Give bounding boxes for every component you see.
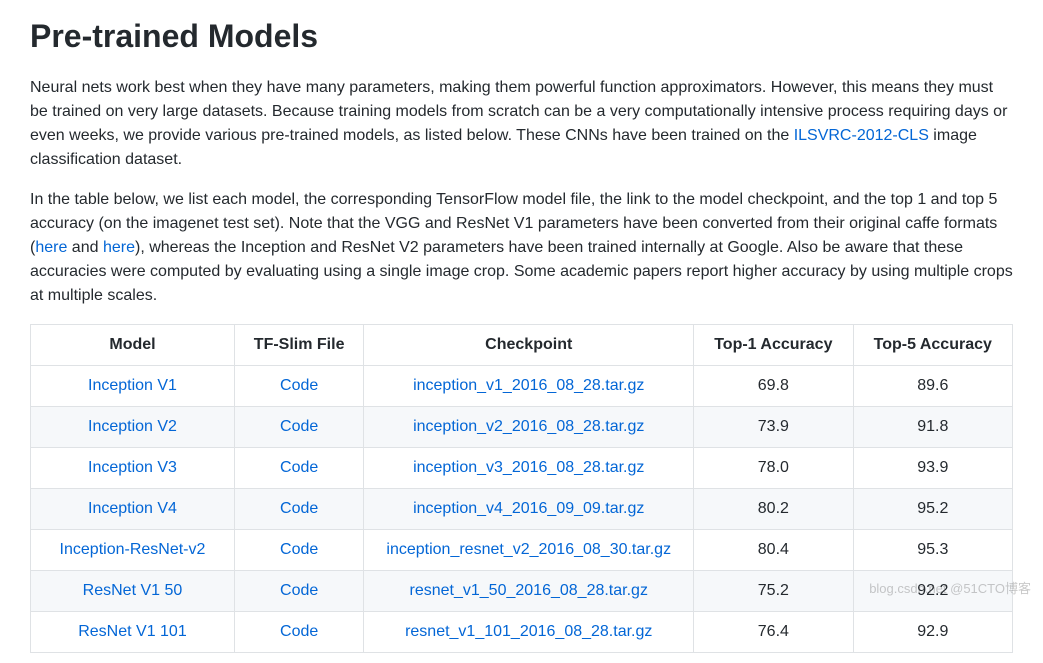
- top5-cell: 92.9: [853, 612, 1012, 653]
- table-row: ResNet V1 101 Code resnet_v1_101_2016_08_2…: [31, 612, 1013, 653]
- checkpoint-link[interactable]: inception_v2_2016_08_28.tar.gz: [413, 418, 644, 435]
- col-header-checkpoint: Checkpoint: [364, 325, 694, 366]
- table-row: Inception-ResNet-v2 Code inception_resnet_…: [31, 530, 1013, 571]
- intro-paragraph-2: In the table below, we list each model, …: [30, 188, 1013, 308]
- table-row: Inception V4 Code inception_v4_2016_09_09.…: [31, 489, 1013, 530]
- here-link-1[interactable]: here: [35, 239, 67, 256]
- code-link[interactable]: Code: [280, 500, 318, 517]
- model-link[interactable]: Inception V1: [88, 377, 177, 394]
- top1-cell: 73.9: [694, 407, 853, 448]
- checkpoint-link[interactable]: inception_v4_2016_09_09.tar.gz: [413, 500, 644, 517]
- model-link[interactable]: ResNet V1 101: [78, 623, 187, 640]
- code-link[interactable]: Code: [280, 459, 318, 476]
- top5-cell: 92.2: [853, 571, 1012, 612]
- models-table: Model TF-Slim File Checkpoint Top-1 Accu…: [30, 324, 1013, 653]
- p2-mid: and: [67, 239, 103, 256]
- checkpoint-link[interactable]: inception_v3_2016_08_28.tar.gz: [413, 459, 644, 476]
- table-row: Inception V3 Code inception_v3_2016_08_28.…: [31, 448, 1013, 489]
- here-link-2[interactable]: here: [103, 239, 135, 256]
- top5-cell: 95.3: [853, 530, 1012, 571]
- top5-cell: 89.6: [853, 366, 1012, 407]
- top1-cell: 78.0: [694, 448, 853, 489]
- top1-cell: 80.4: [694, 530, 853, 571]
- checkpoint-link[interactable]: inception_resnet_v2_2016_08_30.tar.gz: [386, 541, 671, 558]
- table-row: Inception V1 Code inception_v1_2016_08_28.…: [31, 366, 1013, 407]
- code-link[interactable]: Code: [280, 582, 318, 599]
- checkpoint-link[interactable]: resnet_v1_101_2016_08_28.tar.gz: [405, 623, 652, 640]
- top5-cell: 91.8: [853, 407, 1012, 448]
- col-header-tfslim: TF-Slim File: [234, 325, 363, 366]
- col-header-top1: Top-1 Accuracy: [694, 325, 853, 366]
- code-link[interactable]: Code: [280, 541, 318, 558]
- col-header-top5: Top-5 Accuracy: [853, 325, 1012, 366]
- model-link[interactable]: Inception V4: [88, 500, 177, 517]
- page-title: Pre-trained Models: [30, 12, 1013, 60]
- model-link[interactable]: Inception-ResNet-v2: [60, 541, 206, 558]
- top5-cell: 95.2: [853, 489, 1012, 530]
- code-link[interactable]: Code: [280, 418, 318, 435]
- table-row: Inception V2 Code inception_v2_2016_08_28.…: [31, 407, 1013, 448]
- col-header-model: Model: [31, 325, 235, 366]
- top1-cell: 75.2: [694, 571, 853, 612]
- table-header-row: Model TF-Slim File Checkpoint Top-1 Accu…: [31, 325, 1013, 366]
- top1-cell: 80.2: [694, 489, 853, 530]
- checkpoint-link[interactable]: resnet_v1_50_2016_08_28.tar.gz: [410, 582, 648, 599]
- top1-cell: 69.8: [694, 366, 853, 407]
- table-row: ResNet V1 50 Code resnet_v1_50_2016_08_28.…: [31, 571, 1013, 612]
- model-link[interactable]: Inception V3: [88, 459, 177, 476]
- code-link[interactable]: Code: [280, 623, 318, 640]
- ilsvrc-link[interactable]: ILSVRC-2012-CLS: [794, 127, 929, 144]
- p2-post: ), whereas the Inception and ResNet V2 p…: [30, 239, 1013, 304]
- top1-cell: 76.4: [694, 612, 853, 653]
- intro-paragraph-1: Neural nets work best when they have man…: [30, 76, 1013, 172]
- top5-cell: 93.9: [853, 448, 1012, 489]
- checkpoint-link[interactable]: inception_v1_2016_08_28.tar.gz: [413, 377, 644, 394]
- model-link[interactable]: ResNet V1 50: [83, 582, 183, 599]
- model-link[interactable]: Inception V2: [88, 418, 177, 435]
- code-link[interactable]: Code: [280, 377, 318, 394]
